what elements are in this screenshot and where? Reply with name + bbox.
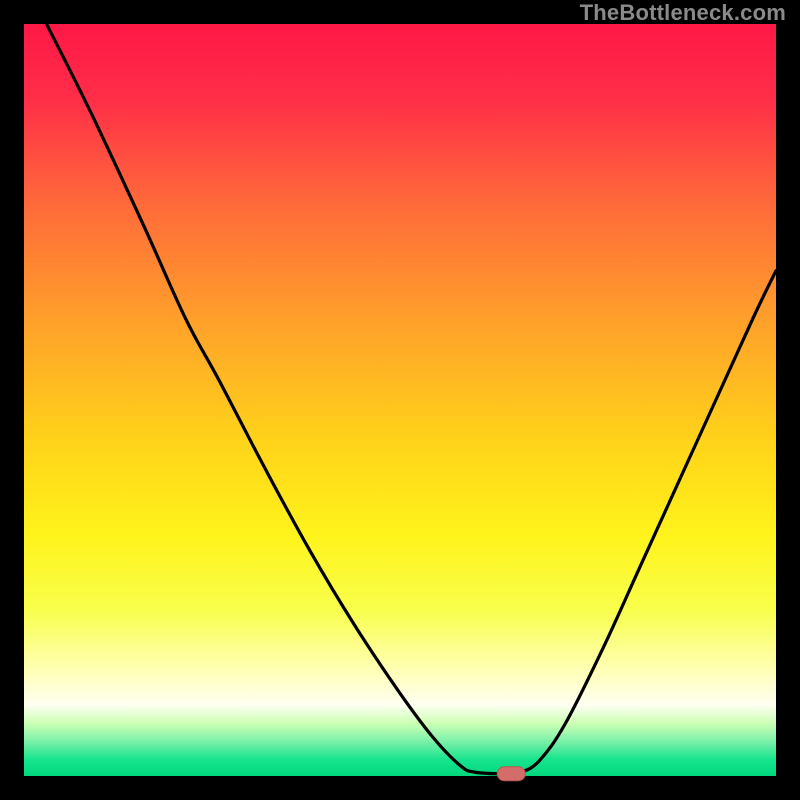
plot-background (24, 24, 776, 776)
optimal-marker (497, 767, 525, 781)
chart-svg (0, 0, 800, 800)
watermark-text: TheBottleneck.com (580, 0, 786, 26)
